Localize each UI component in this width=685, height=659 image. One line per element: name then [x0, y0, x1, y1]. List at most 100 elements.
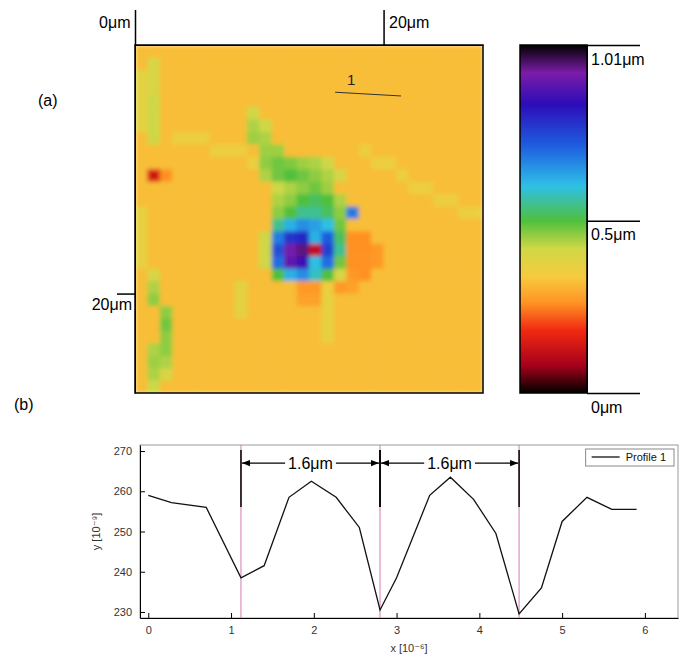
cell: [297, 306, 310, 319]
cell: [210, 356, 223, 369]
cell: [433, 244, 446, 257]
cell: [247, 231, 260, 244]
cell: [284, 144, 297, 157]
cell: [309, 294, 322, 307]
cell: [421, 244, 434, 257]
cell: [458, 107, 471, 120]
tick: 230: [114, 606, 145, 618]
cell: [210, 157, 223, 170]
cell: [408, 331, 421, 344]
cell: [433, 132, 446, 145]
cell: [309, 318, 322, 331]
cell: [172, 107, 185, 120]
y-axis-line: [135, 46, 136, 394]
cell: [259, 269, 272, 282]
cell: [334, 182, 347, 195]
cell: [135, 331, 148, 344]
cell: [147, 331, 160, 344]
cell: [346, 256, 359, 269]
cell: [359, 95, 372, 108]
cell: [284, 182, 297, 195]
cell: [160, 368, 173, 381]
y-axis-title: y [10⁻⁹]: [90, 513, 102, 550]
cell: [371, 70, 384, 83]
cell: [309, 356, 322, 369]
cell: [446, 281, 459, 294]
cell: [210, 269, 223, 282]
cell: [408, 95, 421, 108]
cell: [247, 331, 260, 344]
cell: [222, 45, 235, 58]
cell: [272, 256, 285, 269]
cell: [284, 219, 297, 232]
cell: [458, 219, 471, 232]
cell: [160, 331, 173, 344]
cell: [210, 82, 223, 95]
cell: [160, 70, 173, 83]
cell: [284, 45, 297, 58]
cell: [446, 269, 459, 282]
cell: [371, 169, 384, 182]
tick: 5: [560, 613, 566, 636]
cell: [160, 231, 173, 244]
cell: [297, 244, 310, 257]
cell: [234, 70, 247, 83]
cell: [396, 207, 409, 220]
cell: [160, 107, 173, 120]
dimension-tick: [379, 450, 381, 507]
cell: [471, 368, 483, 381]
cell: [210, 169, 223, 182]
cell: [135, 144, 148, 157]
annotation-label: 1: [347, 71, 355, 88]
cell: [458, 294, 471, 307]
cell: [421, 157, 434, 170]
cell: [309, 381, 322, 393]
cell: [147, 207, 160, 220]
cell: [334, 157, 347, 170]
cell: [458, 356, 471, 369]
cell: [259, 219, 272, 232]
cell: [147, 182, 160, 195]
cell: [334, 356, 347, 369]
cell: [210, 107, 223, 120]
tick-label: 270: [114, 445, 132, 457]
cell: [321, 57, 334, 70]
cell: [309, 368, 322, 381]
cell: [309, 182, 322, 195]
cell: [408, 219, 421, 232]
cell: [185, 207, 198, 220]
cell: [284, 318, 297, 331]
cell: [384, 256, 397, 269]
cell: [446, 120, 459, 133]
cell: [359, 132, 372, 145]
cell: [272, 368, 285, 381]
tick-mark: [140, 491, 145, 492]
cell: [359, 343, 372, 356]
cell: [346, 244, 359, 257]
cell: [421, 82, 434, 95]
cell: [247, 356, 260, 369]
cell: [359, 57, 372, 70]
cell: [247, 169, 260, 182]
cell: [147, 57, 160, 70]
cell: [185, 244, 198, 257]
cell: [359, 256, 372, 269]
cell: [197, 70, 210, 83]
cell: [371, 356, 384, 369]
cell: [197, 219, 210, 232]
reference-line: [519, 445, 520, 618]
cell: [197, 356, 210, 369]
legend-label: Profile 1: [626, 451, 666, 463]
cell: [321, 306, 334, 319]
cell: [408, 182, 421, 195]
cell: [346, 194, 359, 207]
cell: [433, 157, 446, 170]
cell: [371, 306, 384, 319]
cell: [247, 306, 260, 319]
cell: [446, 95, 459, 108]
cell: [433, 219, 446, 232]
cell: [396, 120, 409, 133]
tick-mark: [148, 613, 149, 618]
cell: [172, 219, 185, 232]
cell: [272, 331, 285, 344]
